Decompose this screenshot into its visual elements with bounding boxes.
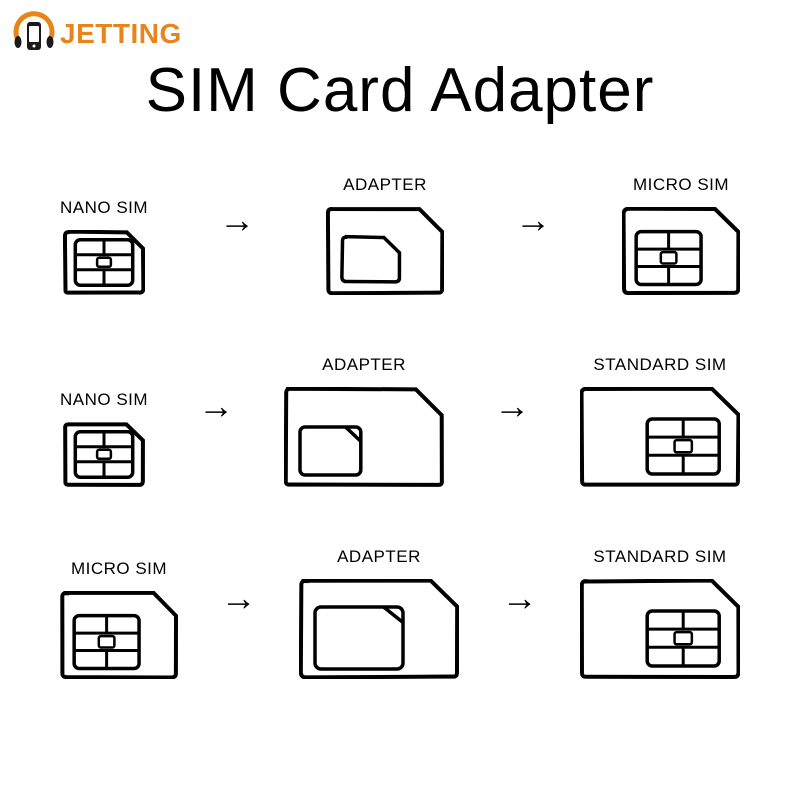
arrow-icon: → (219, 199, 255, 241)
cell-label: ADAPTER (322, 355, 406, 375)
nano-sim-icon (63, 422, 145, 487)
cell-label: NANO SIM (60, 390, 148, 410)
nano-sim-icon (63, 230, 145, 295)
standard-sim-icon (580, 579, 740, 679)
diagram-cell-standard-sim: STANDARD SIM (580, 547, 740, 679)
cell-label: MICRO SIM (633, 175, 729, 195)
arrow-icon: → (494, 385, 530, 427)
adapter-micro-icon (326, 207, 444, 295)
diagram-cell-adapter-micro: ADAPTER (326, 175, 444, 295)
cell-label: ADAPTER (337, 547, 421, 567)
adapter-standard-micro-icon (299, 579, 459, 679)
diagram-cell-adapter-standard-nano: ADAPTER (284, 355, 444, 487)
cell-label: ADAPTER (343, 175, 427, 195)
diagram-cell-standard-sim: STANDARD SIM (580, 355, 740, 487)
diagram-cell-nano-sim: NANO SIM (60, 390, 148, 487)
micro-sim-icon (60, 591, 178, 679)
cell-label: NANO SIM (60, 198, 148, 218)
logo-text: JETTING (60, 18, 182, 50)
diagram-cell-micro-sim: MICRO SIM (622, 175, 740, 295)
brand-logo: JETTING (10, 10, 182, 58)
cell-label: MICRO SIM (71, 559, 167, 579)
diagram-grid: NANO SIM → ADAPTER → MICRO SIM NANO SIM → ADAPT… (60, 175, 740, 679)
arrow-icon: → (221, 577, 257, 619)
diagram-cell-adapter-standard-micro: ADAPTER (299, 547, 459, 679)
cell-label: STANDARD SIM (593, 355, 726, 375)
logo-icon (10, 10, 58, 58)
arrow-icon: → (502, 577, 538, 619)
cell-label: STANDARD SIM (593, 547, 726, 567)
diagram-row: NANO SIM → ADAPTER → MICRO SIM (60, 175, 740, 295)
page-title: SIM Card Adapter (0, 55, 800, 126)
standard-sim-icon (580, 387, 740, 487)
micro-sim-icon (622, 207, 740, 295)
diagram-row: MICRO SIM → ADAPTER → STANDARD SIM (60, 547, 740, 679)
diagram-cell-micro-sim: MICRO SIM (60, 559, 178, 679)
adapter-standard-nano-icon (284, 387, 444, 487)
arrow-icon: → (515, 199, 551, 241)
diagram-cell-nano-sim: NANO SIM (60, 198, 148, 295)
diagram-row: NANO SIM → ADAPTER → STANDARD SIM (60, 355, 740, 487)
arrow-icon: → (198, 385, 234, 427)
